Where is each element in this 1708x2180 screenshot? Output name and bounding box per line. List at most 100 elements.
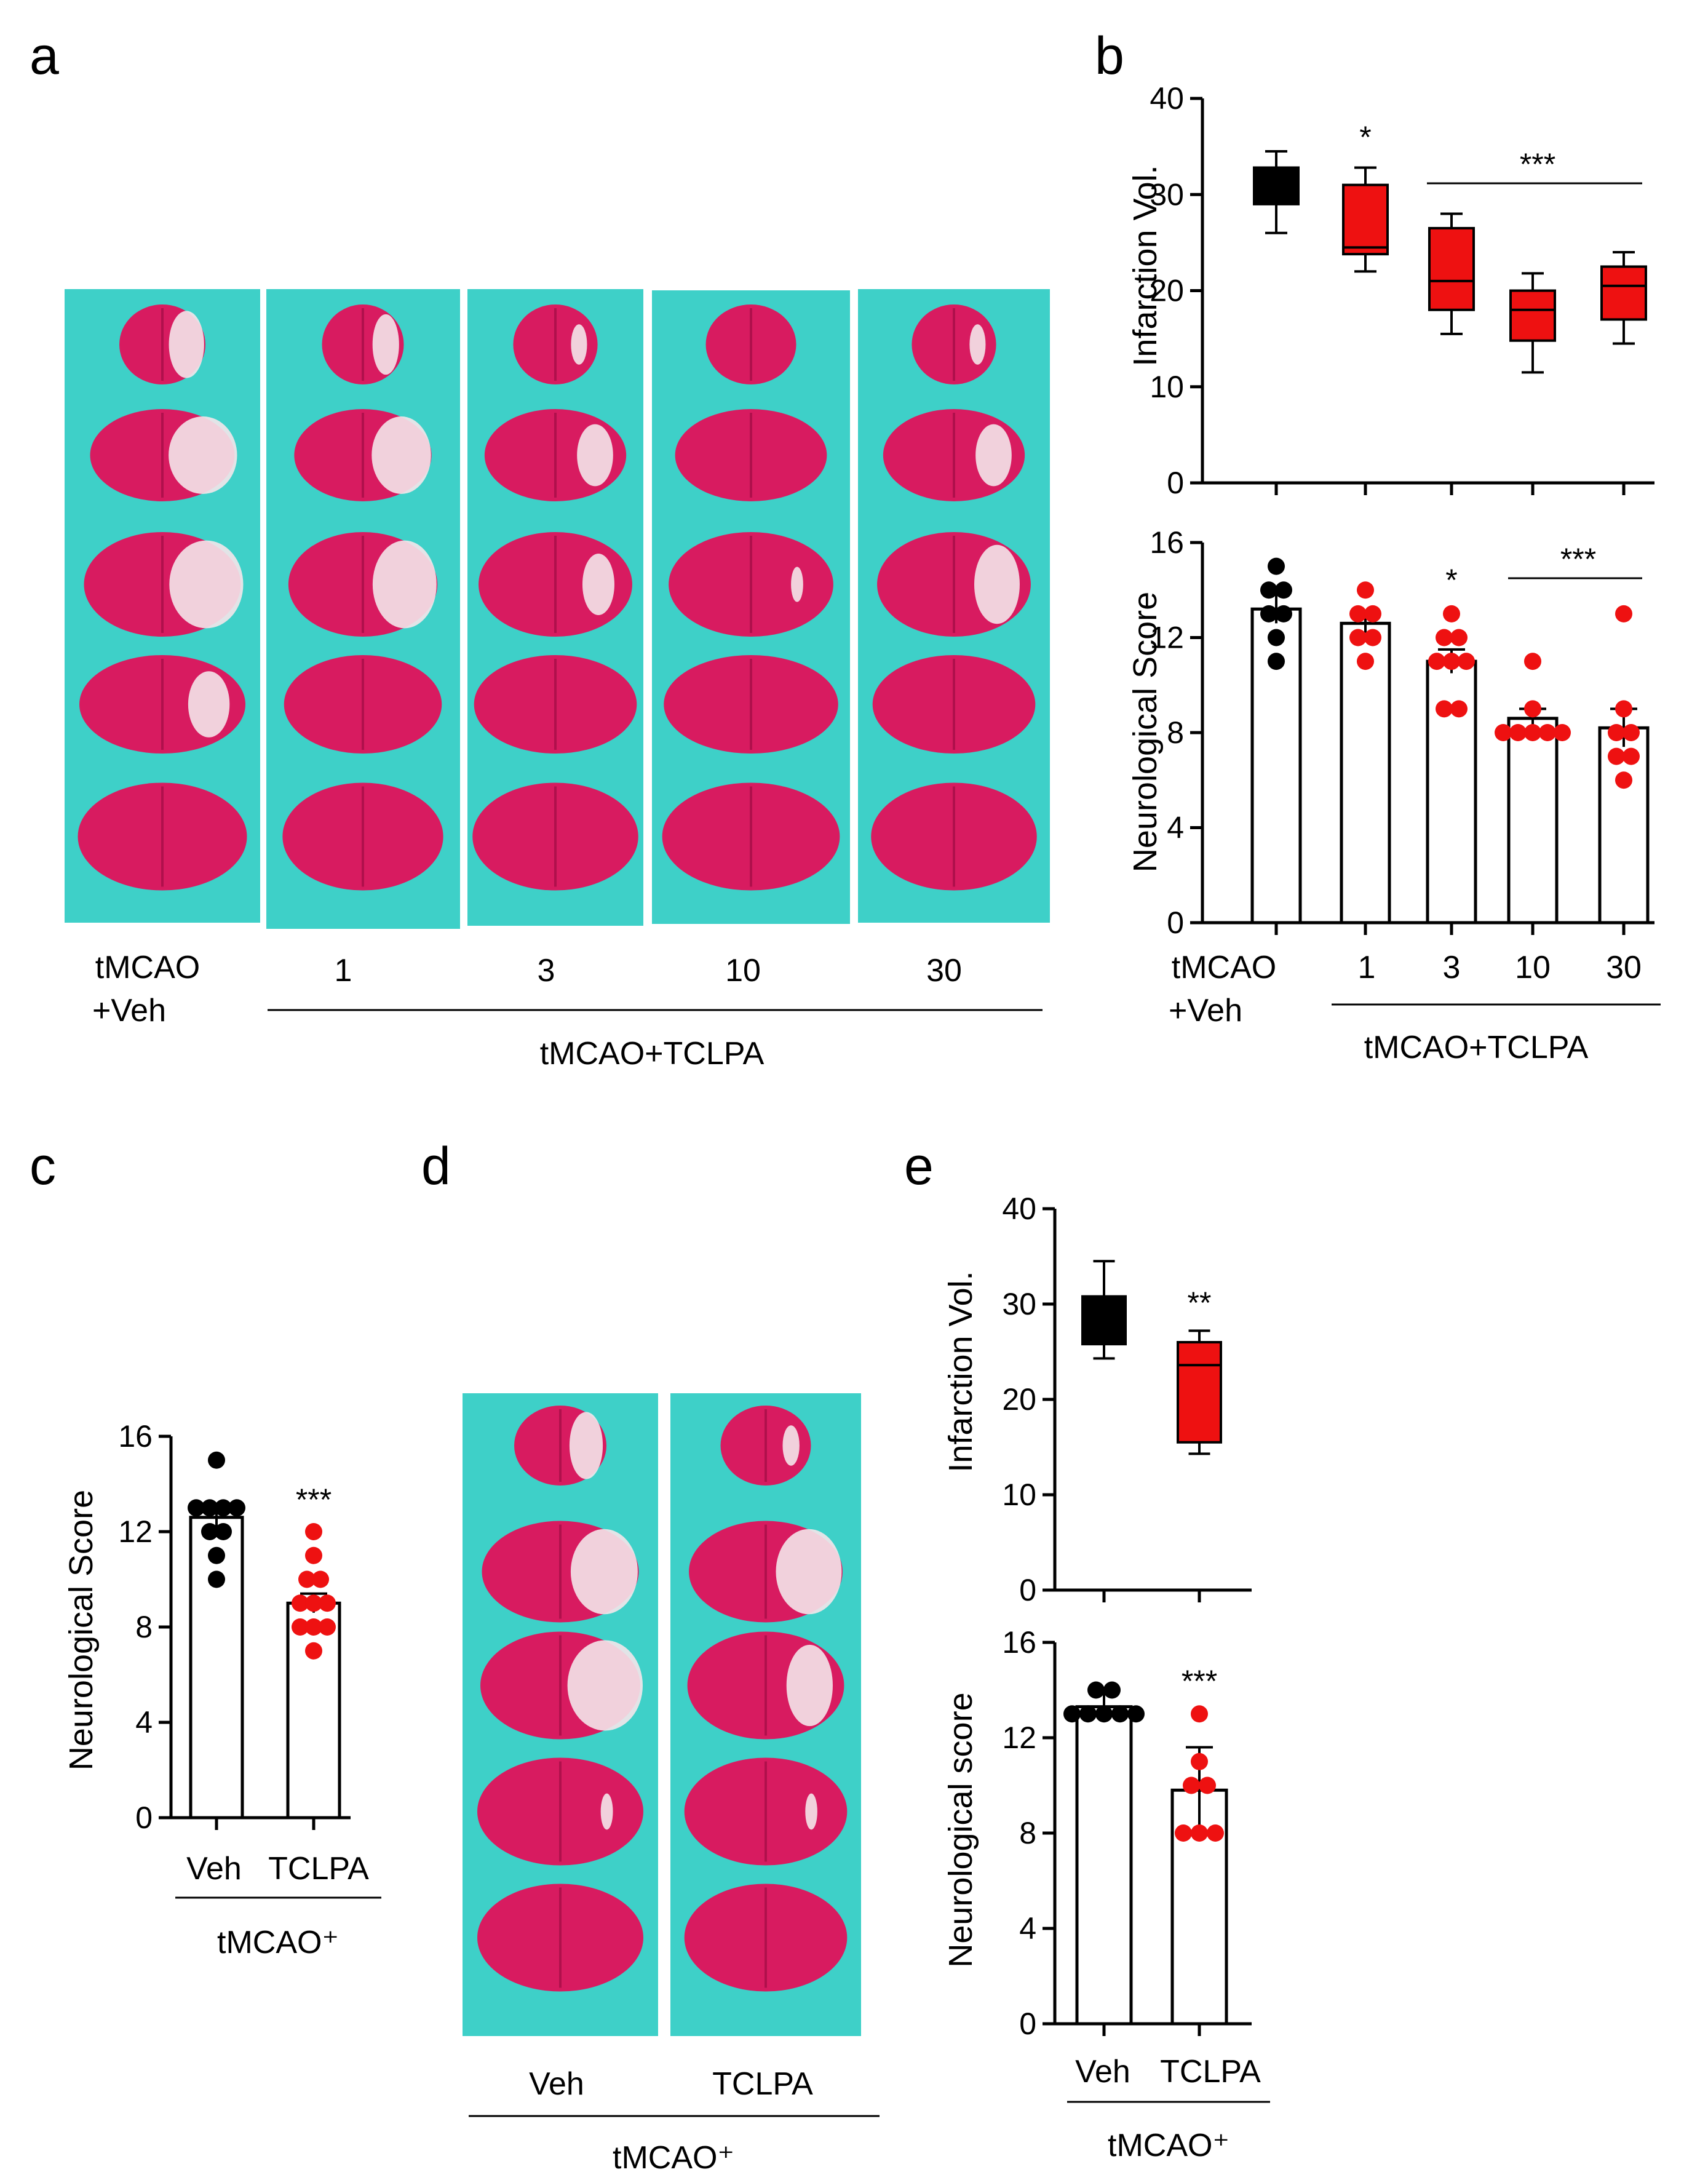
box — [1342, 183, 1389, 256]
label-dose-1: 1 — [335, 953, 352, 989]
brain-sections-d — [477, 1406, 848, 1992]
y-tick-label: 12 — [1002, 1721, 1036, 1755]
data-point — [319, 1594, 336, 1612]
y-tick-label: 16 — [1150, 525, 1184, 560]
y-tick-label: 20 — [1150, 274, 1184, 308]
data-point — [1349, 605, 1367, 623]
data-point — [1357, 581, 1374, 599]
group-label-b: tMCAO+TCLPA — [1364, 1030, 1589, 1065]
y-tick-label: 10 — [1002, 1478, 1036, 1512]
data-point — [201, 1499, 218, 1517]
box — [1177, 1341, 1222, 1444]
data-point — [1539, 724, 1556, 741]
data-point — [228, 1499, 245, 1517]
y-tick-label: 12 — [118, 1514, 153, 1549]
significance-marker: ** — [1188, 1286, 1212, 1320]
infarct-region — [169, 540, 244, 629]
x-label-tclpa: TCLPA — [1160, 2054, 1261, 2090]
x-label-veh: Veh — [186, 1851, 242, 1887]
infarct-region — [975, 424, 1012, 487]
infarct-region — [169, 311, 204, 378]
data-point — [292, 1618, 309, 1636]
data-point — [312, 1570, 329, 1588]
infarct-region — [582, 554, 614, 615]
infarct-region — [372, 314, 399, 375]
data-point — [1087, 1681, 1105, 1699]
data-point — [1275, 581, 1292, 599]
data-point — [298, 1570, 316, 1588]
significance-marker: *** — [1520, 147, 1555, 181]
x-label-10: 10 — [1515, 950, 1551, 985]
label-d-veh: Veh — [529, 2066, 584, 2102]
significance-marker: *** — [1560, 542, 1596, 576]
y-tick-label: 4 — [1167, 811, 1184, 845]
box — [1509, 289, 1556, 342]
data-point — [1079, 1705, 1097, 1723]
bar — [1507, 717, 1559, 925]
data-point — [1268, 629, 1285, 646]
data-point — [1436, 700, 1453, 718]
y-tick-label: 40 — [1150, 81, 1184, 116]
y-tick-label: 8 — [135, 1610, 153, 1644]
data-point — [292, 1594, 309, 1612]
y-tick-label: 0 — [1019, 1573, 1036, 1607]
data-point — [1268, 557, 1285, 575]
chart-e-infarction: Infarction Vol. 0 10 20 30 40 ** — [942, 1191, 1252, 1607]
y-tick-label: 40 — [1002, 1191, 1036, 1226]
bar — [286, 1601, 341, 1820]
data-point — [1199, 1776, 1216, 1794]
panel-a-labels: tMCAO +Veh 1 3 10 30 tMCAO+TCLPA — [92, 950, 1043, 1072]
y-tick-label: 4 — [135, 1705, 153, 1740]
data-point — [1623, 724, 1640, 741]
x-label-veh-line2: +Veh — [1169, 993, 1242, 1028]
infarct-region — [782, 1425, 800, 1466]
significance-marker: * — [1359, 120, 1371, 154]
data-point — [1608, 724, 1625, 741]
data-point — [1175, 1824, 1192, 1842]
panel-letter-b: b — [1095, 26, 1124, 86]
group-label-e: tMCAO⁺ — [1108, 2128, 1229, 2163]
x-label-veh-line1: tMCAO — [1172, 950, 1276, 985]
data-point — [1509, 724, 1527, 741]
label-d-tclpa: TCLPA — [712, 2066, 813, 2102]
infarct-region — [570, 1529, 638, 1615]
data-point — [1450, 700, 1468, 718]
data-point — [1111, 1705, 1129, 1723]
data-point — [188, 1499, 205, 1517]
y-tick-label: 8 — [1167, 715, 1184, 750]
data-point — [1443, 605, 1460, 623]
infarct-region — [169, 416, 237, 494]
data-point — [1458, 653, 1475, 670]
significance-marker: *** — [1182, 1664, 1217, 1698]
data-point — [1615, 605, 1632, 623]
y-tick-label: 8 — [1019, 1816, 1036, 1850]
infarct-region — [571, 324, 587, 365]
data-point — [1357, 653, 1374, 670]
infarct-region — [791, 567, 803, 602]
label-dose-10: 10 — [725, 953, 761, 989]
panel-a-photo — [65, 289, 1050, 929]
data-point — [1615, 771, 1632, 789]
data-point — [1623, 747, 1640, 765]
significance-marker: *** — [296, 1482, 332, 1517]
data-point — [1063, 1705, 1081, 1723]
data-point — [1095, 1705, 1113, 1723]
data-point — [1275, 605, 1292, 623]
bar — [1426, 659, 1477, 925]
data-point — [1495, 724, 1512, 741]
y-axis-title: Neurological Score — [63, 1490, 100, 1770]
y-tick-label: 0 — [135, 1800, 153, 1835]
group-label-d: tMCAO⁺ — [613, 2140, 734, 2176]
data-point — [208, 1546, 225, 1564]
data-point — [1183, 1776, 1200, 1794]
box — [1428, 226, 1475, 311]
y-tick-label: 0 — [1167, 466, 1184, 500]
infarct-region — [567, 1640, 643, 1731]
data-point — [1554, 724, 1571, 741]
group-label-c: tMCAO⁺ — [217, 1925, 339, 1960]
y-tick-label: 16 — [118, 1419, 153, 1454]
data-point — [1103, 1681, 1121, 1699]
data-point — [1615, 700, 1632, 718]
